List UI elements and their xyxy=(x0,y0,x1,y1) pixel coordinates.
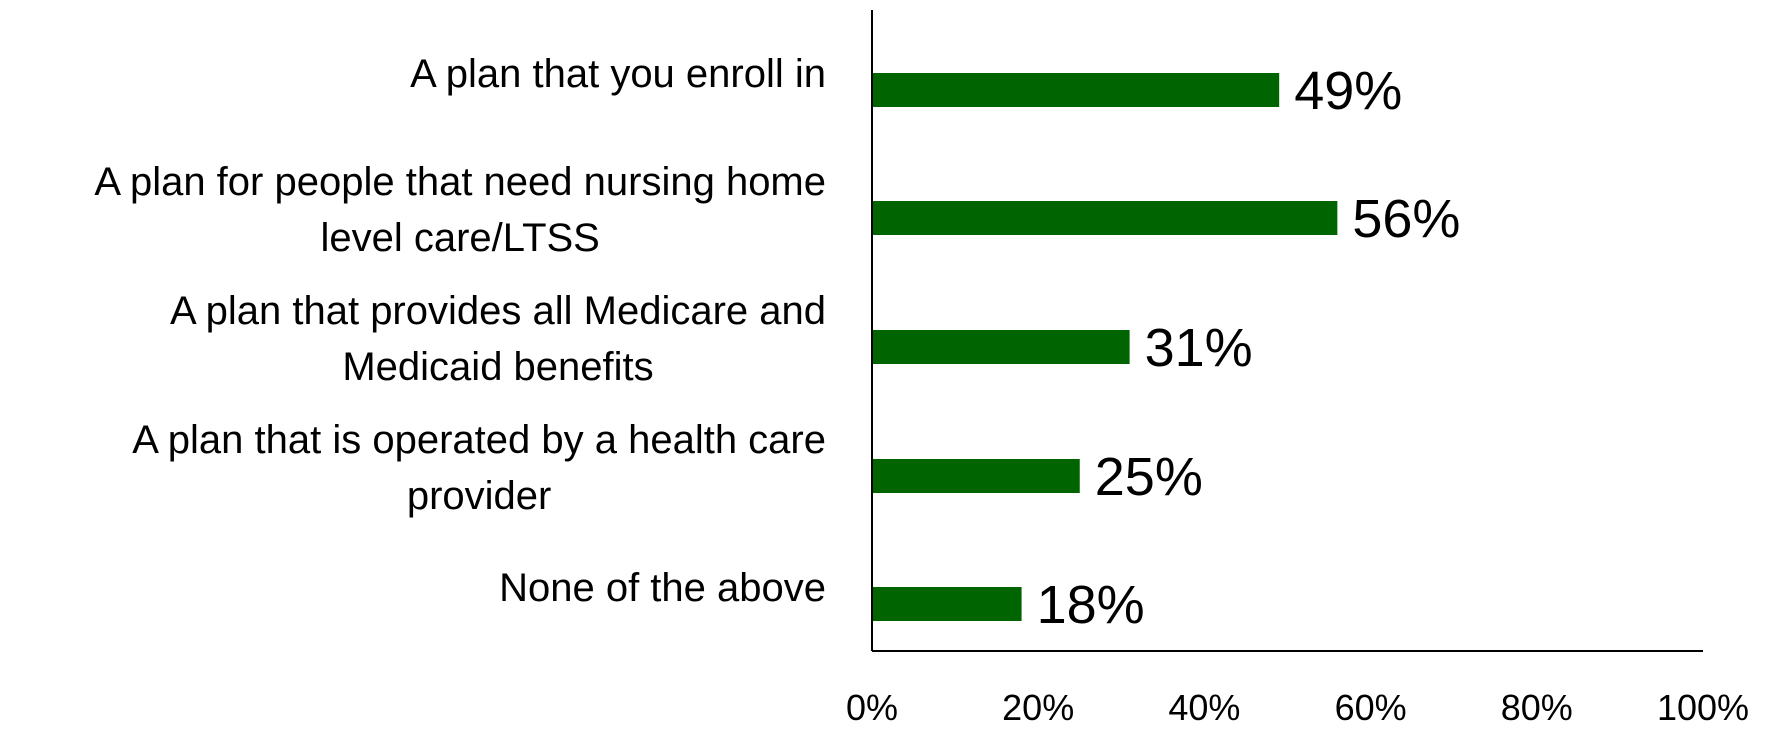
value-label: 25% xyxy=(1095,447,1203,507)
x-tick-label: 40% xyxy=(1168,687,1240,728)
value-label: 31% xyxy=(1145,318,1253,378)
category-label-line: A plan that provides all Medicare and xyxy=(170,289,826,333)
category-label-line: Medicaid benefits xyxy=(342,345,653,389)
category-label: A plan that provides all Medicare and Med… xyxy=(170,289,826,389)
category-label-line: A plan that is operated by a health care xyxy=(132,418,826,462)
category-label-line: A plan for people that need nursing home xyxy=(94,160,826,204)
bar xyxy=(872,73,1280,107)
x-tick-label: 0% xyxy=(846,687,898,728)
value-label: 49% xyxy=(1294,61,1402,121)
category-label: A plan that you enroll in xyxy=(410,52,826,96)
category-label: A plan for people that need nursing home… xyxy=(94,160,826,260)
category-label-line: provider xyxy=(407,474,552,518)
value-label: 56% xyxy=(1352,189,1460,249)
x-tick-label: 60% xyxy=(1335,687,1407,728)
value-labels: 49% 56% 31% 25% 18% xyxy=(1037,61,1461,635)
x-tick-label: 80% xyxy=(1501,687,1573,728)
x-tick-label: 20% xyxy=(1002,687,1074,728)
bar xyxy=(872,330,1130,364)
category-label: None of the above xyxy=(499,566,826,610)
bar xyxy=(872,587,1022,621)
bar xyxy=(872,201,1338,235)
bars-layer xyxy=(872,73,1338,621)
bar xyxy=(872,459,1080,493)
value-label: 18% xyxy=(1037,575,1145,635)
category-labels: A plan that you enroll in A plan for peop… xyxy=(94,52,826,610)
x-tick-label: 100% xyxy=(1657,687,1749,728)
category-label-line: level care/LTSS xyxy=(320,216,599,260)
x-axis-tick-labels: 0% 20% 40% 60% 80% 100% xyxy=(846,687,1749,728)
category-label: A plan that is operated by a health care… xyxy=(132,418,826,518)
